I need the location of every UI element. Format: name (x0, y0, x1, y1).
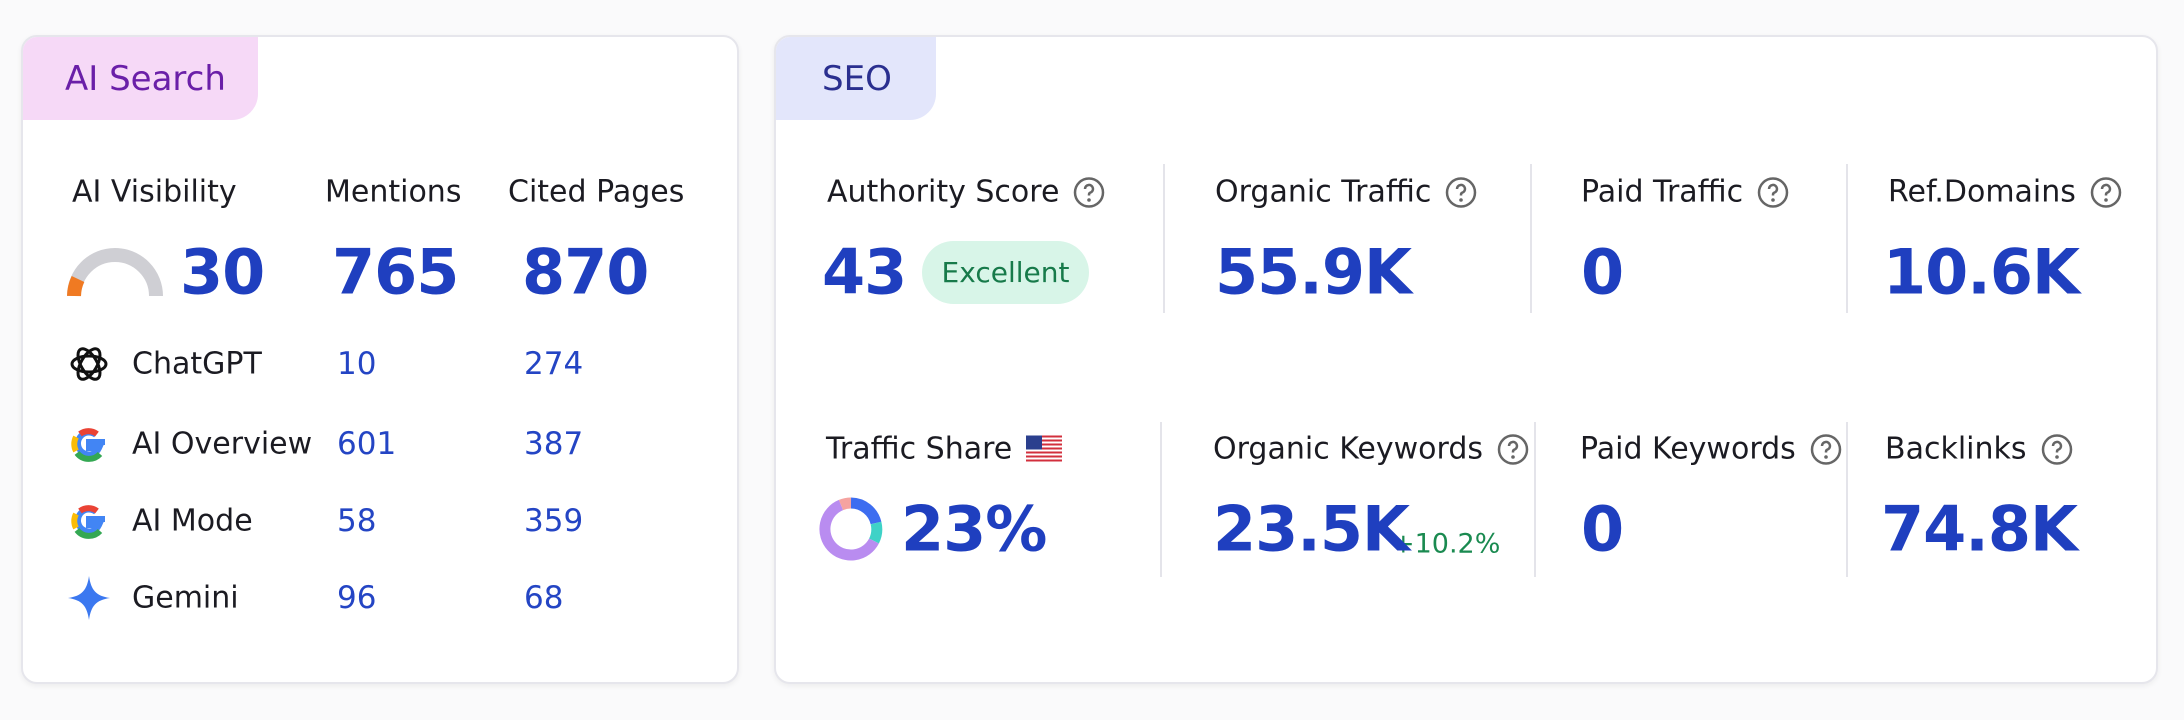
change-value: +10.2% (1392, 528, 1501, 560)
metric-value: 55.9K (1215, 235, 1412, 309)
score-badge: Excellent (922, 241, 1089, 304)
help-icon[interactable] (1757, 176, 1789, 208)
metric-value: 23.5K (1213, 492, 1410, 566)
google-icon (71, 428, 105, 462)
mentions-value: 58 (337, 503, 377, 539)
divider (1846, 422, 1848, 577)
ai-search-tab[interactable]: AI Search (23, 37, 258, 120)
visibility-gauge (67, 248, 163, 297)
column-header: AI Visibility (72, 174, 237, 210)
metric-value: 23% (901, 492, 1047, 566)
ai-search-panel: AI Search (21, 35, 739, 684)
metric-value: 0 (1581, 235, 1624, 309)
seo-panel: SEO (774, 35, 2158, 684)
metric-label: Paid Keywords (1580, 432, 1842, 467)
tab-label: AI Search (65, 58, 226, 99)
help-icon[interactable] (1810, 433, 1842, 465)
cited-pages-value: 387 (524, 426, 584, 462)
column-header: Cited Pages (508, 174, 685, 210)
metric-label-text: Paid Traffic (1581, 174, 1744, 210)
google-icon (71, 505, 105, 539)
seo-tab[interactable]: SEO (776, 37, 936, 120)
source-name: AI Mode (132, 503, 253, 539)
source-name: Gemini (132, 580, 239, 616)
cited-pages-value: 359 (524, 503, 584, 539)
cited-pages-value: 274 (524, 346, 584, 382)
divider (1534, 422, 1536, 577)
cited-pages-value: 68 (524, 580, 564, 616)
divider (1163, 164, 1165, 313)
total-value: 765 (332, 235, 459, 309)
us-flag (1026, 435, 1063, 463)
help-icon[interactable] (1497, 433, 1529, 465)
divider (1846, 164, 1848, 313)
metric-label-text: Ref.Domains (1888, 174, 2076, 210)
divider (1160, 422, 1162, 577)
metric-label-text: Backlinks (1885, 431, 2027, 467)
metric-value: 43 (822, 235, 907, 309)
metric-label: Traffic Share (826, 431, 1063, 467)
tab-label: SEO (822, 58, 892, 99)
divider (1530, 164, 1532, 313)
metric-value: 74.8K (1881, 492, 2078, 566)
metric-label: Backlinks (1885, 432, 2073, 467)
total-value: 870 (522, 235, 649, 309)
mentions-value: 10 (337, 346, 377, 382)
metric-label-text: Traffic Share (826, 431, 1013, 467)
total-value: 30 (180, 235, 265, 309)
metric-label: Authority Score (827, 175, 1105, 210)
metric-label: Ref.Domains (1888, 175, 2122, 210)
column-header: Mentions (325, 174, 462, 210)
chatgpt-icon (70, 347, 108, 381)
help-icon[interactable] (2041, 433, 2073, 465)
metric-label: Organic Traffic (1215, 175, 1477, 210)
source-name: AI Overview (132, 426, 313, 462)
help-icon[interactable] (1073, 176, 1105, 208)
metric-label: Organic Keywords (1213, 432, 1529, 467)
mentions-value: 601 (337, 426, 397, 462)
source-name: ChatGPT (132, 346, 262, 382)
help-icon[interactable] (1445, 176, 1477, 208)
metric-label-text: Organic Keywords (1213, 431, 1483, 467)
metric-label-text: Paid Keywords (1580, 431, 1796, 467)
metric-label-text: Authority Score (827, 174, 1060, 210)
traffic-share-donut (819, 497, 883, 561)
metric-label-text: Organic Traffic (1215, 174, 1432, 210)
metric-value: 10.6K (1883, 235, 2080, 309)
metric-value: 0 (1581, 492, 1624, 566)
help-icon[interactable] (2090, 176, 2122, 208)
metric-label: Paid Traffic (1581, 175, 1789, 210)
gemini-icon (68, 576, 110, 620)
mentions-value: 96 (337, 580, 377, 616)
